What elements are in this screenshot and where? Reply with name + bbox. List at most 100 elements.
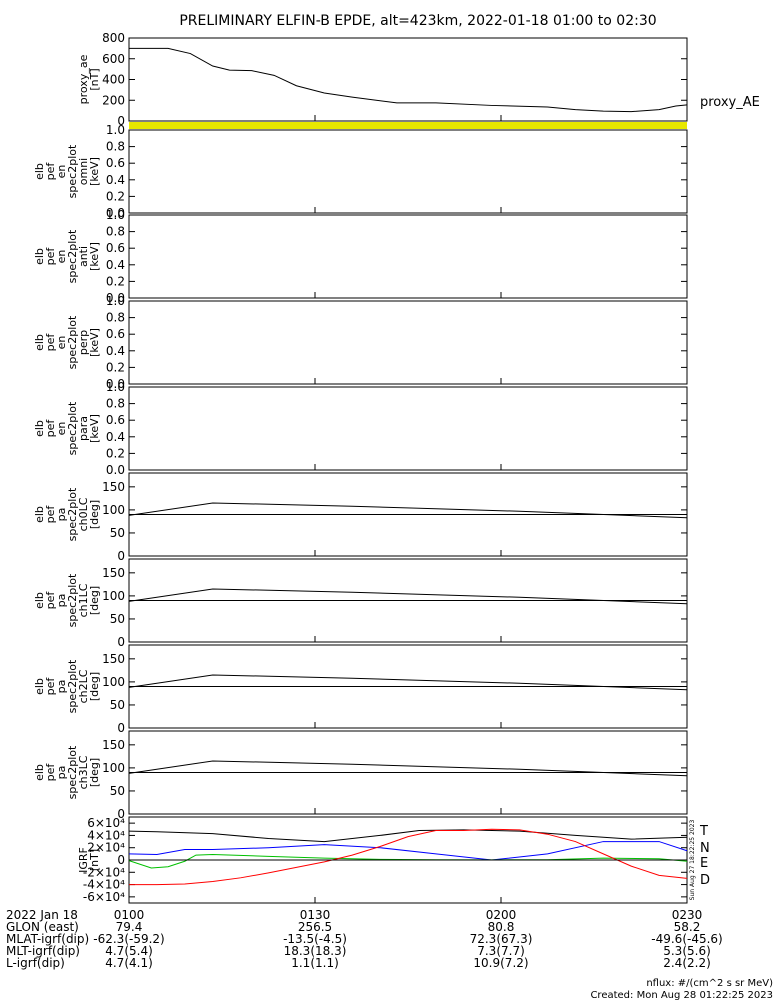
y-axis-label-line: spec2plot (66, 401, 79, 455)
y-axis-label-line: spec2plot (66, 315, 79, 369)
y-tick-label: 50 (110, 784, 125, 798)
y-tick-label: 6×10⁴ (87, 816, 125, 830)
y-tick-label: 100 (102, 675, 125, 689)
legend-t: T (699, 824, 708, 839)
x-row-value: 79.4 (116, 920, 143, 934)
y-axis-label-line: [keV] (88, 157, 101, 186)
series-line-0 (128, 760, 688, 777)
y-tick-label: 150 (102, 566, 125, 580)
y-axis-label-line: pef (44, 591, 57, 610)
y-tick-label: 0.6 (106, 156, 125, 170)
x-row-value: 4.7(4.1) (105, 956, 153, 970)
x-row-value: 4.7(5.4) (105, 944, 153, 958)
y-tick-label: 0.2 (106, 274, 125, 288)
x-row-label: MLT-igrf(dip) (6, 944, 80, 958)
y-axis-label-line: elb (33, 764, 46, 781)
y-tick-label: 0.0 (106, 291, 125, 305)
y-axis-label-line: pef (44, 162, 57, 181)
y-tick-label: 0.4 (106, 344, 125, 358)
y-tick-label: 0.2 (106, 360, 125, 374)
series-t (128, 829, 688, 843)
y-axis-label-line: [deg] (88, 672, 101, 701)
x-row-value: 0230 (672, 908, 703, 922)
y-tick-label: 0.0 (106, 463, 125, 477)
panel-frame (128, 214, 688, 299)
x-row-value: 80.8 (488, 920, 515, 934)
y-tick-label: 0 (117, 807, 125, 821)
x-row-value: 1.1(1.1) (291, 956, 339, 970)
y-tick-label: 2×10⁴ (87, 841, 125, 855)
y-axis-label-line: elb (33, 506, 46, 523)
legend-n: N (700, 841, 710, 856)
y-tick-label: 0 (117, 853, 125, 867)
legend-d: D (700, 873, 710, 888)
y-axis-label-line: [keV] (88, 242, 101, 271)
y-tick-label: 400 (102, 73, 125, 87)
y-tick-label: 100 (102, 503, 125, 517)
y-axis-label-line: perp (77, 330, 90, 355)
series-n (128, 841, 688, 861)
panel-4: 0.0 0.2 0.4 0.6 0.8 1.0 elbpefenspec2plotpara[… (33, 380, 688, 477)
y-tick-label: 150 (102, 480, 125, 494)
x-row-label: MLAT-igrf(dip) (6, 932, 89, 946)
y-axis-label-line: [nT] (88, 849, 101, 871)
y-tick-label: 0.6 (106, 241, 125, 255)
y-axis-label-line: spec2plot (66, 229, 79, 283)
y-tick-label: 0.4 (106, 258, 125, 272)
x-row-value: 0100 (114, 908, 145, 922)
y-axis-label-line: para (77, 416, 90, 441)
series-line-0 (128, 674, 688, 691)
y-axis-label-line: pef (44, 333, 57, 352)
x-row-value: 72.3(67.3) (470, 932, 533, 946)
y-axis-label-line: pa (55, 680, 68, 694)
y-axis-label-line: en (55, 165, 68, 179)
x-row-value: 0130 (300, 908, 331, 922)
y-tick-label: 50 (110, 526, 125, 540)
y-tick-label: 150 (102, 652, 125, 666)
footer-created: Created: Mon Aug 28 01:22:25 2023 (590, 990, 773, 1000)
y-axis-label-line: elb (33, 163, 46, 180)
y-tick-label: 0.0 (106, 206, 125, 220)
y-tick-label: 4×10⁴ (87, 828, 125, 842)
y-axis-label-line: [deg] (88, 758, 101, 787)
y-tick-label: 200 (102, 93, 125, 107)
y-axis-label-line: pef (44, 505, 57, 524)
y-tick-label: 0.6 (106, 327, 125, 341)
series-line-0 (128, 588, 688, 605)
panel-frame (128, 129, 688, 214)
y-tick-label: 1.0 (106, 208, 125, 222)
y-axis-label-line: elb (33, 592, 46, 609)
y-axis-label-line: elb (33, 420, 46, 437)
x-row-value: -62.3(-59.2) (93, 932, 164, 946)
y-axis-label-line: omni (77, 158, 90, 185)
y-tick-label: -4×10⁴ (83, 878, 125, 892)
y-axis-label-line: [keV] (88, 328, 101, 357)
y-tick-label: 0.0 (106, 377, 125, 391)
y-tick-label: 150 (102, 738, 125, 752)
series-line-0 (128, 502, 688, 519)
x-row-value: 256.5 (298, 920, 332, 934)
y-axis-label-line: pef (44, 763, 57, 782)
y-tick-label: 1.0 (106, 294, 125, 308)
y-axis-label-line: ch2LC (77, 669, 90, 703)
chart-title: PRELIMINARY ELFIN-B EPDE, alt=423km, 202… (179, 13, 656, 29)
y-tick-label: 600 (102, 52, 125, 66)
x-row-value: 7.3(7.7) (477, 944, 525, 958)
y-axis-label-line: pa (55, 594, 68, 608)
y-tick-label: 0.8 (106, 140, 125, 154)
x-row-value: 10.9(7.2) (473, 956, 528, 970)
y-axis-label-line: spec2plot (66, 745, 79, 799)
panel-0: 0 200 400 600 800 proxy_ae[nT] proxy_AE (77, 31, 760, 129)
panels: 0200400600800proxy_ae[nT]proxy_AE0.00.20… (33, 31, 760, 904)
y-tick-label: 0.4 (106, 430, 125, 444)
x-row-label: L-igrf(dip) (6, 956, 65, 970)
y-tick-label: 0 (117, 635, 125, 649)
y-axis-label-line: proxy_ae (77, 54, 90, 104)
y-axis-label-line: spec2plot (66, 487, 79, 541)
y-tick-label: 0.4 (106, 173, 125, 187)
y-axis-label-line: anti (77, 246, 90, 267)
